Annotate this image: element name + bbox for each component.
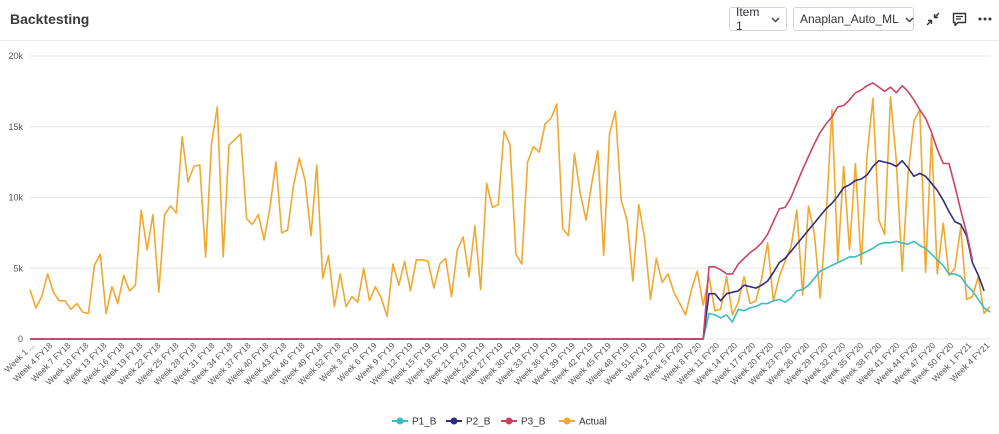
legend-item-p1-b[interactable]: P1_B xyxy=(392,417,437,428)
y-tick-label: 0 xyxy=(18,334,23,344)
legend-label: P3_B xyxy=(521,417,546,428)
model-select[interactable]: Anaplan_Auto_ML xyxy=(793,7,914,31)
chevron-down-icon xyxy=(771,12,780,26)
legend-label: Actual xyxy=(579,417,607,428)
series-line-p2-b[interactable] xyxy=(30,159,985,340)
chevron-down-icon xyxy=(905,12,914,26)
collapse-icon[interactable] xyxy=(923,9,943,29)
widget-header: Backtesting Item 1 Anaplan_Auto_ML xyxy=(0,0,999,40)
y-tick-label: 15k xyxy=(8,122,23,132)
legend-label: P2_B xyxy=(466,417,491,428)
comment-icon[interactable] xyxy=(949,9,969,29)
more-icon[interactable] xyxy=(975,9,995,29)
page-title: Backtesting xyxy=(10,11,90,27)
header-divider xyxy=(0,40,999,41)
legend-swatch-dot xyxy=(396,417,404,425)
legend-item-actual[interactable]: Actual xyxy=(559,417,607,428)
y-tick-label: 5k xyxy=(13,263,23,273)
series-line-p1-b[interactable] xyxy=(30,240,991,340)
legend-swatch-dot xyxy=(450,417,458,425)
item-select-value: Item 1 xyxy=(736,5,760,33)
series-line-actual[interactable] xyxy=(29,96,991,318)
y-tick-label: 20k xyxy=(8,51,23,61)
legend-label: P1_B xyxy=(412,417,437,428)
legend-swatch-dot xyxy=(563,417,571,425)
legend-item-p2-b[interactable]: P2_B xyxy=(446,417,491,428)
legend-swatch-dot xyxy=(505,417,513,425)
legend-item-p3-b[interactable]: P3_B xyxy=(501,417,546,428)
series-line-p3-b[interactable] xyxy=(30,82,974,340)
item-select[interactable]: Item 1 xyxy=(729,5,787,33)
model-select-value: Anaplan_Auto_ML xyxy=(800,12,899,26)
y-tick-label: 10k xyxy=(8,193,23,203)
